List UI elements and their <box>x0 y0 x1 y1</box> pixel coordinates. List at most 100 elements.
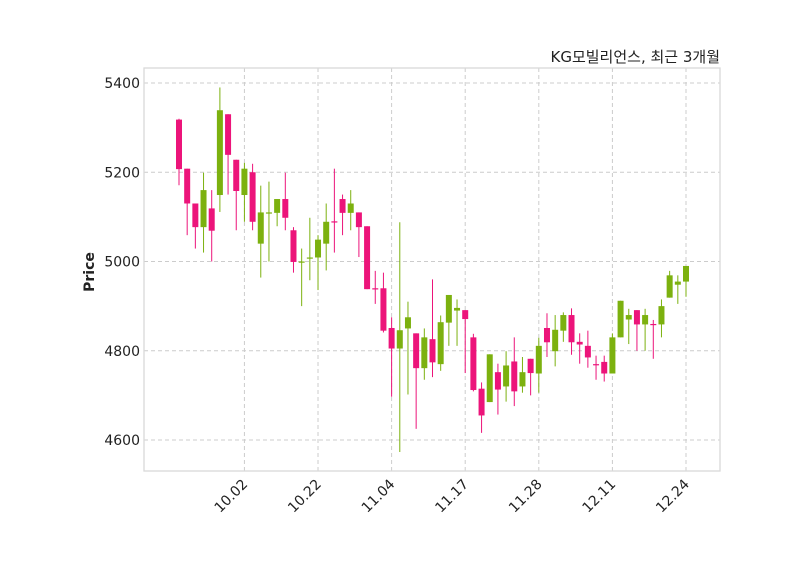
candle <box>233 159 240 231</box>
candle <box>494 363 501 415</box>
candle-body <box>429 339 436 363</box>
candle <box>216 87 223 212</box>
candle <box>396 222 403 453</box>
chart-title: KG모빌리언스, 최근 3개월 <box>550 48 720 66</box>
candle-body <box>265 212 272 214</box>
candle-body <box>421 337 428 369</box>
candle-body <box>519 372 526 387</box>
candle-body <box>216 110 223 196</box>
candle-body <box>413 333 420 369</box>
candle <box>257 185 264 278</box>
candle <box>535 337 542 393</box>
candle-body <box>364 226 371 290</box>
candle <box>445 294 452 346</box>
candle-body <box>576 341 583 345</box>
y-tick-label: 5000 <box>104 255 140 271</box>
x-tick-label: 11.04 <box>359 476 399 516</box>
candle-body <box>306 257 313 259</box>
candle-body <box>298 261 305 263</box>
candle <box>282 172 289 231</box>
candle-body <box>249 172 256 222</box>
candle-body <box>290 230 297 262</box>
candle <box>543 313 550 357</box>
candle-body <box>331 221 338 223</box>
candle-body <box>470 337 477 391</box>
candle-body <box>503 365 510 387</box>
candle <box>462 310 469 374</box>
x-tick-label: 10.02 <box>212 477 252 517</box>
candle-body <box>494 372 501 390</box>
x-tick-label: 11.17 <box>432 477 472 517</box>
candle-body <box>511 361 518 392</box>
candle <box>601 355 608 382</box>
candle-body <box>257 212 264 244</box>
candle <box>429 279 436 378</box>
candle <box>372 270 379 304</box>
candle <box>470 333 477 392</box>
candle-body <box>380 288 387 331</box>
candle-body <box>315 239 322 258</box>
candle <box>364 226 371 290</box>
candle-body <box>437 322 444 365</box>
candle-body <box>462 310 469 320</box>
candle <box>576 333 583 364</box>
candle <box>347 190 354 231</box>
x-tick-label: 12.11 <box>580 477 620 517</box>
x-tick-label: 12.24 <box>653 476 693 516</box>
candle <box>274 199 281 227</box>
candle-body <box>666 275 673 298</box>
candle <box>511 337 518 407</box>
candle <box>650 319 657 359</box>
candle-body <box>642 315 649 325</box>
candle <box>306 217 313 281</box>
candle <box>208 190 215 262</box>
candle-body <box>372 288 379 290</box>
candle-body <box>617 300 624 338</box>
candle <box>323 203 330 271</box>
candle-body <box>535 345 542 374</box>
candle <box>527 358 534 396</box>
candle <box>560 312 567 342</box>
candle <box>642 308 649 351</box>
candle <box>552 315 559 367</box>
y-tick-label: 5200 <box>104 165 140 181</box>
candle-body <box>560 315 567 331</box>
candle <box>674 275 681 304</box>
candle <box>683 265 689 297</box>
x-tick-label: 11.28 <box>506 477 546 517</box>
candle-body <box>404 317 411 329</box>
candle-body <box>658 306 665 325</box>
candle-body <box>396 330 403 349</box>
candle-body <box>184 168 191 204</box>
candle <box>658 299 665 338</box>
candle-body <box>233 159 240 191</box>
candle-body <box>625 315 632 320</box>
candle-body <box>282 199 289 218</box>
candle <box>421 328 428 380</box>
candle-body <box>388 327 395 349</box>
candle <box>519 356 526 393</box>
candle-body <box>568 315 575 343</box>
y-tick-label: 4800 <box>104 344 140 360</box>
candle-body <box>192 203 199 228</box>
candle-body <box>323 221 330 244</box>
x-axis: 10.02 10.22 11.04 11.17 11.28 12.11 12.24 <box>212 476 693 516</box>
y-axis: 4600 4800 5000 5200 5400 <box>104 76 140 449</box>
candle <box>249 163 256 231</box>
candle <box>478 382 485 433</box>
candle <box>584 330 591 368</box>
candle <box>625 308 632 345</box>
candle-body <box>241 168 248 196</box>
candle <box>486 354 493 403</box>
candle-body <box>584 345 591 358</box>
candle-body <box>683 265 689 282</box>
candle <box>388 317 395 397</box>
candle-body <box>274 199 281 213</box>
candle <box>339 194 346 236</box>
candle <box>593 355 600 380</box>
plot-frame <box>143 67 721 472</box>
candle <box>454 299 461 346</box>
candle-body <box>633 310 640 325</box>
